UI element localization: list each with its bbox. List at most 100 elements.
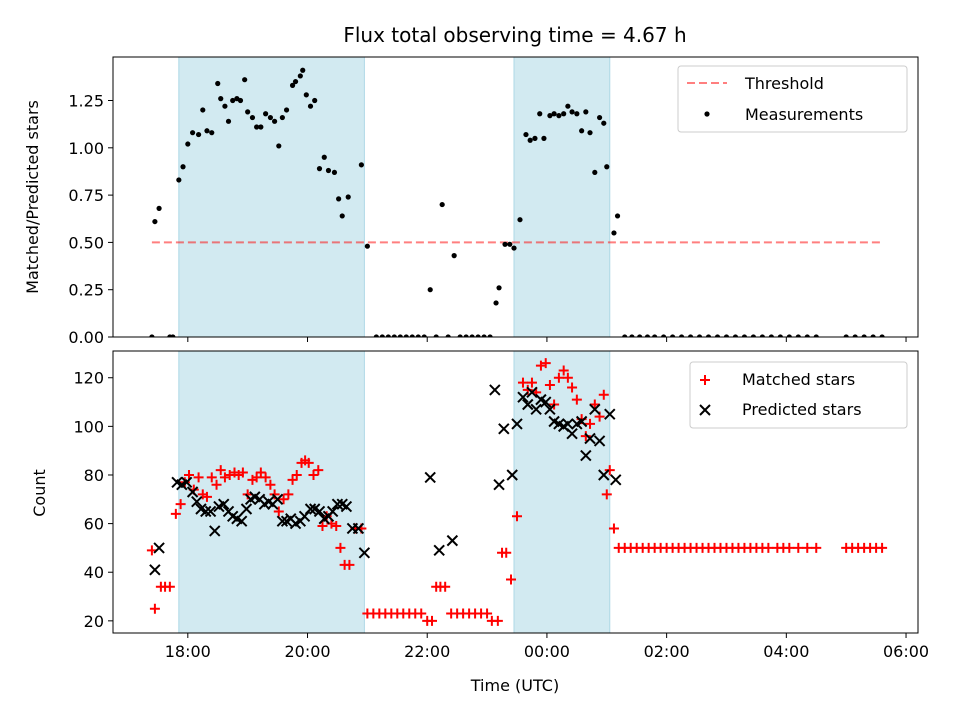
measurement-point <box>551 111 557 117</box>
observing-span-1 <box>513 56 611 338</box>
measurement-point <box>732 334 739 337</box>
matched-point <box>517 377 528 388</box>
measurement-point <box>433 334 439 337</box>
predicted-point <box>446 534 459 547</box>
predicted-point <box>544 403 556 416</box>
y-tick-label: 100 <box>73 417 104 436</box>
y-tick-label: 40 <box>84 563 104 582</box>
predicted-point <box>235 515 248 527</box>
measurement-point <box>245 109 251 115</box>
measurement-point <box>629 334 635 337</box>
matched-point <box>175 499 186 510</box>
predicted-point <box>493 478 505 491</box>
x-tick-label: 04:00 <box>763 642 809 661</box>
predicted-point <box>610 474 622 486</box>
measurement-point <box>170 334 176 337</box>
measurement-point <box>652 334 658 337</box>
measurement-point <box>300 67 306 73</box>
predicted-point <box>240 503 253 515</box>
matched-point <box>601 489 612 500</box>
legend-measurement-label: Measurements <box>745 105 863 124</box>
measurement-point <box>297 73 303 79</box>
measurement-point <box>222 103 228 109</box>
legend-matched-swatch <box>700 375 710 385</box>
measurement-point <box>200 107 206 113</box>
measurement-point <box>604 164 610 170</box>
measurement-point <box>481 334 487 337</box>
measurement-point <box>813 334 819 337</box>
predicted-point <box>522 398 534 411</box>
measurement-point <box>574 111 580 117</box>
measurement-point <box>493 300 499 306</box>
y-tick-label: 0.25 <box>68 281 104 300</box>
matched-point <box>440 581 451 592</box>
plot-frame <box>112 56 919 338</box>
observing-span-0 <box>178 56 365 338</box>
measurement-point <box>307 103 314 109</box>
measurement-point <box>156 205 162 211</box>
measurement-point <box>592 169 598 176</box>
measurement-point <box>379 334 385 337</box>
x-tick-label: 02:00 <box>644 642 690 661</box>
measurement-point <box>185 141 191 147</box>
measurement-point <box>870 334 876 337</box>
matched-point <box>811 542 822 553</box>
matched-point <box>482 608 493 619</box>
matched-point <box>585 418 596 429</box>
measurement-point <box>267 114 274 121</box>
y-tick-label: 80 <box>84 466 104 485</box>
matched-point <box>589 399 600 410</box>
predicted-point <box>209 525 221 537</box>
x-tick-label: 20:00 <box>284 642 330 661</box>
predicted-point <box>517 391 529 403</box>
x-tick-label: 00:00 <box>524 642 570 661</box>
measurement-point <box>852 334 858 337</box>
predicted-point <box>218 498 230 510</box>
measurement-point <box>696 334 703 337</box>
measurement-point <box>230 97 236 104</box>
measurement-point <box>364 243 370 249</box>
measurement-point <box>786 334 792 337</box>
measurement-point <box>292 78 299 85</box>
predicted-point <box>204 505 217 518</box>
matched-point <box>511 511 522 522</box>
measurement-point <box>303 92 309 98</box>
measurement-point <box>345 194 351 200</box>
matched-point <box>201 491 212 502</box>
measurement-point <box>795 334 801 337</box>
predicted-point <box>304 503 317 515</box>
measurement-point <box>439 201 445 208</box>
matched-point <box>344 559 355 570</box>
observing-span-1 <box>513 350 611 634</box>
matched-point <box>149 603 160 614</box>
matched-point <box>164 581 175 592</box>
predicted-point <box>506 469 518 481</box>
measurement-point <box>804 334 810 337</box>
predicted-point <box>433 544 445 557</box>
measurement-point <box>397 334 403 337</box>
top-y-axis-label: Matched/Predicted stars <box>23 100 42 294</box>
matched-point <box>763 542 774 553</box>
matched-point <box>598 389 609 400</box>
matched-point <box>567 382 578 393</box>
measurement-point <box>596 114 603 121</box>
measurement-point <box>670 334 676 337</box>
matched-point <box>608 523 619 534</box>
measurement-point <box>249 114 256 121</box>
measurement-point <box>502 241 508 247</box>
predicted-point <box>526 386 538 399</box>
measurement-point <box>391 334 397 337</box>
plot-frame <box>112 350 919 634</box>
matched-point <box>335 542 346 553</box>
matched-point <box>416 608 427 619</box>
matched-point <box>291 469 302 480</box>
measurement-point <box>283 107 290 113</box>
measurement-point <box>714 334 721 337</box>
matched-point <box>784 542 795 553</box>
measurement-point <box>759 334 765 337</box>
measurement-point <box>861 334 867 337</box>
measurement-point <box>741 334 748 337</box>
predicted-point <box>180 476 193 488</box>
measurement-point <box>644 334 651 337</box>
measurement-point <box>601 120 607 126</box>
